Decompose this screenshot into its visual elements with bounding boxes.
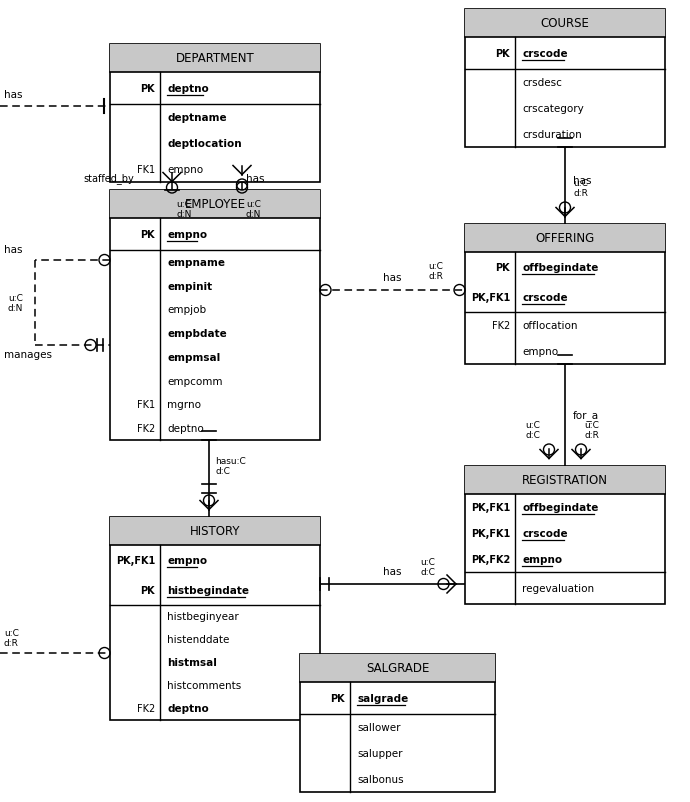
Text: has: has: [4, 245, 23, 255]
Text: u:C
d:R: u:C d:R: [428, 261, 443, 281]
Text: empno: empno: [167, 164, 203, 175]
Text: crsdesc: crsdesc: [522, 78, 562, 88]
Text: empno: empno: [167, 229, 207, 240]
Text: empjob: empjob: [167, 305, 206, 315]
Text: PK,FK2: PK,FK2: [471, 554, 510, 565]
Text: salgrade: salgrade: [357, 693, 408, 703]
Text: FK2: FK2: [137, 423, 155, 434]
Text: empno: empno: [522, 346, 558, 357]
Text: empinit: empinit: [167, 282, 212, 291]
Bar: [110, 191, 320, 440]
Text: histbeginyear: histbeginyear: [167, 612, 239, 622]
Text: deptno: deptno: [167, 84, 209, 94]
Bar: [465, 225, 665, 365]
Text: u:C
d:N: u:C d:N: [8, 294, 23, 313]
Bar: [465, 467, 665, 604]
Text: deptname: deptname: [167, 113, 226, 123]
Text: u:C
d:R: u:C d:R: [573, 178, 588, 198]
Bar: [300, 654, 495, 683]
Text: staffed_by: staffed_by: [83, 173, 134, 184]
Text: crscategory: crscategory: [522, 104, 584, 114]
Text: DEPARTMENT: DEPARTMENT: [176, 52, 255, 66]
Text: u:C
d:R: u:C d:R: [4, 628, 19, 647]
Text: for_a: for_a: [573, 410, 599, 421]
Text: PK: PK: [140, 229, 155, 240]
Text: crscode: crscode: [522, 293, 568, 302]
Text: histbegindate: histbegindate: [167, 585, 249, 595]
Text: offbegindate: offbegindate: [522, 263, 598, 273]
Text: crsduration: crsduration: [522, 130, 582, 140]
Text: u:C
d:C: u:C d:C: [420, 557, 435, 577]
Text: PK,FK1: PK,FK1: [116, 555, 155, 565]
Text: empno: empno: [167, 555, 207, 565]
Text: FK2: FK2: [137, 703, 155, 714]
Text: COURSE: COURSE: [540, 18, 589, 30]
Text: FK2: FK2: [492, 321, 510, 330]
Bar: [300, 654, 495, 792]
Text: has: has: [246, 174, 264, 184]
Bar: [465, 467, 665, 494]
Text: HISTORY: HISTORY: [190, 525, 240, 538]
Text: offbegindate: offbegindate: [522, 502, 598, 512]
Text: u:C
d:C: u:C d:C: [525, 420, 540, 439]
Text: salbonus: salbonus: [357, 774, 404, 784]
Text: manages: manages: [4, 350, 52, 359]
Text: hasu:C
d:C: hasu:C d:C: [215, 456, 246, 476]
Text: crscode: crscode: [522, 49, 568, 59]
Bar: [465, 10, 665, 148]
Text: histmsal: histmsal: [167, 658, 217, 668]
Text: histenddate: histenddate: [167, 634, 229, 645]
Text: REGISTRATION: REGISTRATION: [522, 474, 608, 487]
Bar: [110, 45, 320, 73]
Text: regevaluation: regevaluation: [522, 583, 594, 593]
Text: empmsal: empmsal: [167, 352, 220, 363]
Text: FK1: FK1: [137, 164, 155, 175]
Text: offlocation: offlocation: [522, 321, 578, 330]
Text: deptno: deptno: [167, 703, 209, 714]
Text: SALGRADE: SALGRADE: [366, 662, 429, 674]
Text: u:C
d:N: u:C d:N: [246, 200, 262, 219]
Bar: [110, 191, 320, 219]
Text: EMPLOYEE: EMPLOYEE: [184, 198, 246, 211]
Text: empname: empname: [167, 257, 225, 268]
Text: PK: PK: [495, 49, 510, 59]
Text: has: has: [4, 90, 23, 100]
Text: mgrno: mgrno: [167, 400, 201, 410]
Text: empbdate: empbdate: [167, 329, 227, 338]
Text: histcomments: histcomments: [167, 681, 242, 691]
Text: PK: PK: [140, 585, 155, 595]
Text: u:C
d:N: u:C d:N: [176, 200, 191, 219]
Text: has: has: [383, 566, 402, 577]
Text: PK,FK1: PK,FK1: [471, 529, 510, 538]
Text: crscode: crscode: [522, 529, 568, 538]
Text: PK,FK1: PK,FK1: [471, 502, 510, 512]
Text: has: has: [383, 273, 402, 282]
Text: PK: PK: [495, 263, 510, 273]
Text: OFFERING: OFFERING: [535, 233, 595, 245]
Text: PK,FK1: PK,FK1: [471, 293, 510, 302]
Bar: [110, 517, 320, 545]
Text: deptlocation: deptlocation: [167, 139, 242, 149]
Text: has: has: [573, 176, 591, 186]
Bar: [465, 10, 665, 38]
Text: PK: PK: [140, 84, 155, 94]
Bar: [465, 225, 665, 253]
Text: u:C
d:R: u:C d:R: [584, 420, 599, 439]
Text: salupper: salupper: [357, 748, 402, 758]
Text: deptno: deptno: [167, 423, 204, 434]
Bar: [110, 517, 320, 720]
Text: empcomm: empcomm: [167, 376, 222, 386]
Bar: [110, 45, 320, 183]
Text: empno: empno: [522, 554, 562, 565]
Text: FK1: FK1: [137, 400, 155, 410]
Text: PK: PK: [331, 693, 345, 703]
Text: sallower: sallower: [357, 722, 400, 732]
